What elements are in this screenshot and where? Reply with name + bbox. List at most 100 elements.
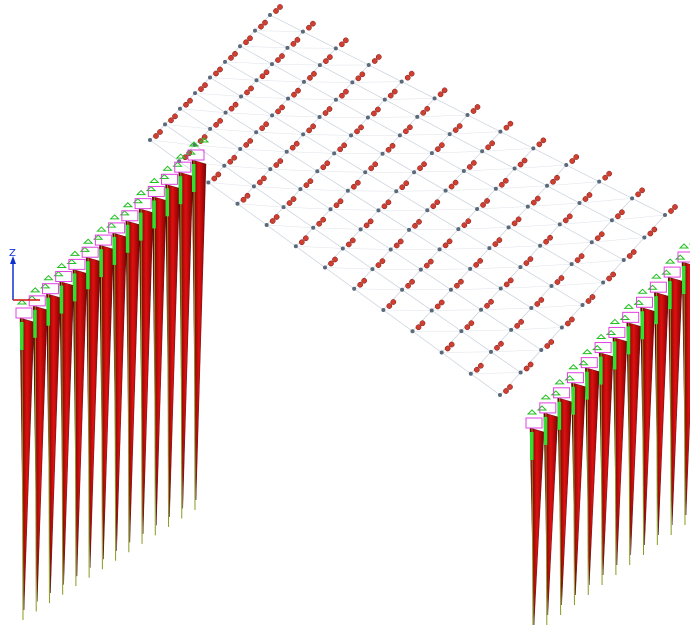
load-marker bbox=[569, 317, 574, 322]
load-marker bbox=[308, 179, 313, 184]
roof-node bbox=[208, 127, 212, 131]
load-marker bbox=[338, 147, 343, 152]
roof-node bbox=[513, 167, 517, 171]
load-marker bbox=[277, 4, 282, 9]
roof-node bbox=[430, 308, 434, 312]
load-marker bbox=[327, 55, 332, 60]
load-marker bbox=[307, 128, 312, 133]
load-marker bbox=[356, 76, 361, 81]
load-marker bbox=[295, 37, 300, 42]
roof-node bbox=[208, 76, 212, 80]
load-marker bbox=[439, 143, 444, 148]
roof-node bbox=[545, 184, 549, 188]
load-marker bbox=[279, 53, 284, 58]
load-marker bbox=[494, 345, 499, 350]
load-marker bbox=[375, 107, 380, 112]
load-marker bbox=[229, 106, 234, 111]
load-marker bbox=[439, 300, 444, 305]
roof-node bbox=[389, 247, 393, 251]
load-marker bbox=[619, 210, 624, 215]
load-marker bbox=[512, 221, 517, 226]
roof-node bbox=[238, 147, 242, 151]
roof-node bbox=[570, 262, 574, 266]
load-marker bbox=[453, 180, 458, 185]
load-marker bbox=[153, 133, 158, 138]
roof-node bbox=[538, 244, 542, 248]
support-bar bbox=[73, 273, 77, 301]
load-marker bbox=[310, 21, 315, 26]
load-marker bbox=[275, 57, 280, 62]
load-marker bbox=[428, 259, 433, 264]
roof-node bbox=[270, 62, 274, 66]
roof-node bbox=[469, 372, 473, 376]
support-bar bbox=[166, 188, 170, 216]
roof-node bbox=[531, 146, 535, 150]
support-bar bbox=[641, 311, 645, 339]
z-label: Z bbox=[9, 248, 16, 259]
roof-node bbox=[236, 202, 240, 206]
roof-node bbox=[268, 167, 272, 171]
load-marker bbox=[248, 86, 253, 91]
roof-node bbox=[466, 113, 470, 117]
load-marker bbox=[507, 384, 512, 389]
load-marker bbox=[350, 238, 355, 243]
support-bar bbox=[46, 298, 50, 326]
roof-node bbox=[507, 225, 511, 229]
load-marker bbox=[424, 263, 429, 268]
load-marker bbox=[545, 343, 550, 348]
load-marker bbox=[311, 71, 316, 76]
load-marker bbox=[522, 158, 527, 163]
roof-node bbox=[560, 326, 564, 330]
load-marker bbox=[407, 125, 412, 130]
roof-node bbox=[224, 111, 228, 115]
load-marker bbox=[652, 227, 657, 232]
load-marker bbox=[453, 127, 458, 132]
load-marker bbox=[405, 75, 410, 80]
roof-node bbox=[549, 284, 553, 288]
load-marker bbox=[435, 304, 440, 309]
load-marker bbox=[398, 239, 403, 244]
load-marker bbox=[323, 110, 328, 115]
roof-node bbox=[419, 268, 423, 272]
roof-node bbox=[400, 80, 404, 84]
roof-node bbox=[597, 180, 601, 184]
load-marker bbox=[595, 236, 600, 241]
roof-node bbox=[178, 107, 182, 111]
roof-node bbox=[480, 149, 484, 153]
roof-node bbox=[440, 351, 444, 355]
support-bar bbox=[627, 326, 631, 354]
roof-node bbox=[294, 244, 298, 248]
support-bar bbox=[544, 417, 548, 445]
load-marker bbox=[519, 319, 524, 324]
load-marker bbox=[373, 162, 378, 167]
roof-node bbox=[610, 218, 614, 222]
load-marker bbox=[386, 147, 391, 152]
roof-node bbox=[539, 348, 543, 352]
load-marker bbox=[421, 110, 426, 115]
load-marker bbox=[599, 232, 604, 237]
load-marker bbox=[218, 118, 223, 123]
load-marker bbox=[537, 142, 542, 147]
load-marker bbox=[307, 75, 312, 80]
roof-node bbox=[381, 152, 385, 156]
roof-node bbox=[238, 44, 242, 48]
roof-node bbox=[223, 60, 227, 64]
load-marker bbox=[202, 83, 207, 88]
roof-node bbox=[489, 350, 493, 354]
roof-node bbox=[163, 122, 167, 126]
load-marker bbox=[355, 180, 360, 185]
roof-node bbox=[425, 208, 429, 212]
roof-node bbox=[449, 288, 453, 292]
load-marker bbox=[261, 176, 266, 181]
roof-node bbox=[487, 246, 491, 250]
load-marker bbox=[228, 55, 233, 60]
load-marker bbox=[567, 214, 572, 219]
load-marker bbox=[299, 240, 304, 245]
load-marker bbox=[287, 200, 292, 205]
roof-node bbox=[494, 187, 498, 191]
support-bar bbox=[599, 357, 603, 385]
load-marker bbox=[442, 88, 447, 93]
support-bar bbox=[126, 225, 130, 253]
roof-node bbox=[334, 46, 338, 50]
roof-node bbox=[349, 133, 353, 137]
